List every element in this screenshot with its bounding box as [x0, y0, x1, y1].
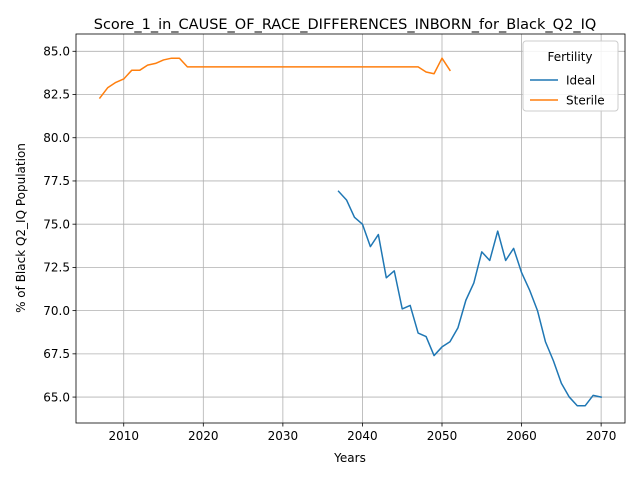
y-axis-label: % of Black Q2_IQ Population — [14, 143, 28, 313]
x-tick-label: 2010 — [108, 429, 139, 443]
y-tick-label: 77.5 — [43, 174, 70, 188]
y-tick-label: 70.0 — [43, 304, 70, 318]
y-tick-label: 72.5 — [43, 261, 70, 275]
x-tick-label: 2040 — [347, 429, 378, 443]
x-tick-label: 2060 — [506, 429, 537, 443]
legend-label-sterile: Sterile — [566, 93, 605, 107]
y-tick-label: 82.5 — [43, 88, 70, 102]
y-tick-label: 75.0 — [43, 217, 70, 231]
x-tick-label: 2030 — [268, 429, 299, 443]
legend-label-ideal: Ideal — [566, 73, 595, 87]
y-tick-label: 85.0 — [43, 44, 70, 58]
legend-title: Fertility — [547, 50, 592, 64]
y-tick-label: 80.0 — [43, 131, 70, 145]
y-tick-label: 67.5 — [43, 347, 70, 361]
y-tick-label: 65.0 — [43, 390, 70, 404]
x-tick-label: 2020 — [188, 429, 219, 443]
x-axis-label: Years — [333, 451, 366, 465]
legend: Fertility Ideal Sterile — [523, 41, 618, 111]
x-tick-label: 2050 — [427, 429, 458, 443]
x-tick-label: 2070 — [586, 429, 617, 443]
chart-title: Score_1_in_CAUSE_OF_RACE_DIFFERENCES_INB… — [94, 17, 597, 33]
